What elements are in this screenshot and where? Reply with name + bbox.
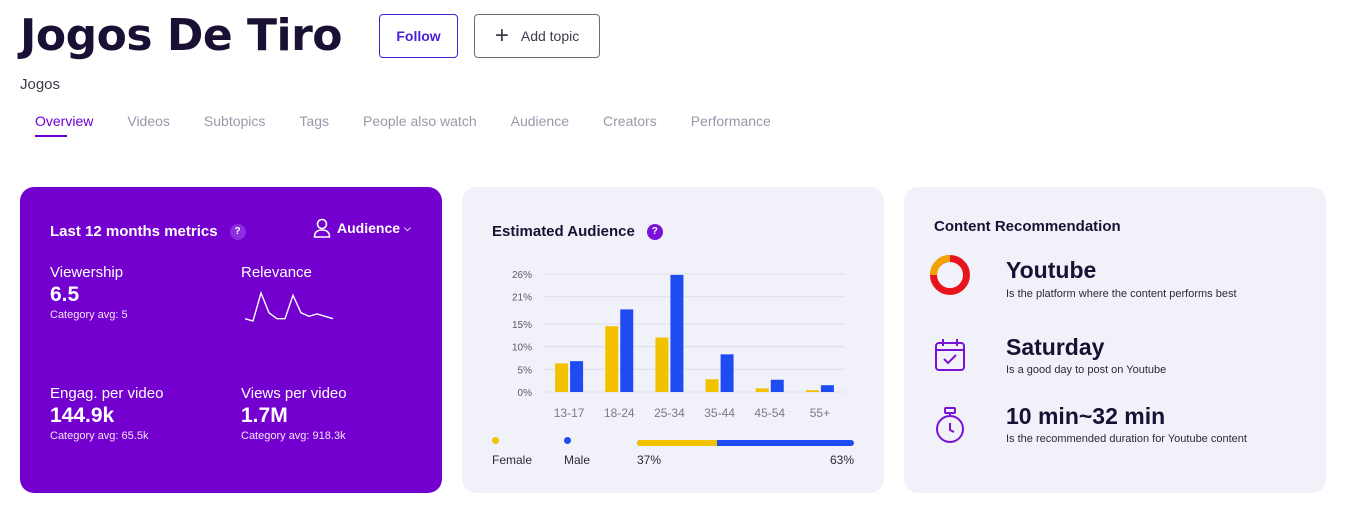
male-percent: 63% bbox=[830, 453, 855, 467]
engagement-label: Engag. per video bbox=[50, 385, 164, 402]
reco-day-title: Saturday bbox=[1006, 334, 1105, 360]
reco-platform-desc: Is the platform where the content perfor… bbox=[1006, 288, 1237, 300]
tab-bar: Overview Videos Subtopics Tags People al… bbox=[35, 113, 805, 137]
y-tick-label: 15% bbox=[512, 320, 532, 331]
views-avg: Category avg: 918.3k bbox=[241, 430, 346, 442]
reco-platform-title: Youtube bbox=[1006, 257, 1097, 283]
tab-creators[interactable]: Creators bbox=[603, 113, 657, 129]
bar-male-13-17 bbox=[570, 361, 584, 392]
metrics-card-header: Last 12 months metrics ? bbox=[50, 223, 246, 240]
y-tick-label: 5% bbox=[518, 365, 533, 376]
bar-female-45-54 bbox=[755, 388, 769, 392]
bar-female-25-34 bbox=[655, 337, 669, 392]
bar-female-18-24 bbox=[605, 326, 619, 392]
female-percent: 37% bbox=[637, 453, 662, 467]
x-tick-label: 25-34 bbox=[654, 406, 685, 420]
page-subtitle: Jogos bbox=[20, 76, 61, 93]
male-dot-icon bbox=[564, 437, 571, 444]
views-metric: Views per video 1.7M Category avg: 918.3… bbox=[241, 385, 347, 442]
relevance-metric: Relevance bbox=[241, 264, 337, 332]
relevance-sparkline bbox=[244, 290, 334, 322]
user-icon bbox=[313, 218, 331, 238]
page-header: Jogos De Tiro Follow + Add topic bbox=[20, 10, 601, 61]
tab-people-also-watch[interactable]: People also watch bbox=[362, 113, 477, 129]
bar-male-35-44 bbox=[720, 354, 734, 392]
viewership-label: Viewership bbox=[50, 264, 124, 281]
calendar-check-icon bbox=[935, 339, 965, 371]
tab-tags[interactable]: Tags bbox=[299, 113, 329, 129]
help-icon[interactable]: ? bbox=[229, 223, 246, 240]
audience-dropdown[interactable]: Audience ⌵ bbox=[313, 218, 411, 238]
follow-button[interactable]: Follow bbox=[379, 13, 459, 58]
gender-split-female-fill bbox=[637, 440, 718, 446]
bar-female-55+ bbox=[805, 390, 819, 392]
female-dot-icon bbox=[492, 437, 499, 444]
plus-icon: + bbox=[494, 21, 509, 49]
reco-duration-title: 10 min~32 min bbox=[1006, 403, 1166, 429]
reco-duration-desc: Is the recommended duration for Youtube … bbox=[1006, 433, 1247, 445]
recommendation-card-title: Content Recommendation bbox=[934, 218, 1121, 235]
engagement-metric: Engag. per video 144.9k Category avg: 65… bbox=[50, 385, 163, 442]
bar-male-25-34 bbox=[670, 274, 684, 392]
legend-male-label: Male bbox=[564, 453, 591, 467]
viewership-metric: Viewership 6.5 Category avg: 5 bbox=[50, 264, 128, 321]
page-title: Jogos De Tiro bbox=[20, 10, 343, 61]
legend-female-label: Female bbox=[492, 453, 533, 467]
bar-female-13-17 bbox=[555, 363, 569, 392]
youtube-donut-icon bbox=[930, 255, 970, 295]
bar-male-55+ bbox=[820, 385, 834, 392]
views-label: Views per video bbox=[241, 385, 347, 402]
bar-female-35-44 bbox=[705, 379, 719, 392]
tab-overview[interactable]: Overview bbox=[35, 113, 93, 137]
engagement-value: 144.9k bbox=[50, 404, 115, 427]
x-tick-label: 45-54 bbox=[754, 406, 785, 420]
audience-card-title: Estimated Audience bbox=[492, 223, 635, 240]
sparkline-line bbox=[244, 290, 334, 322]
gender-split-bar bbox=[637, 440, 854, 446]
tab-videos[interactable]: Videos bbox=[127, 113, 170, 129]
bar-male-18-24 bbox=[620, 309, 634, 392]
audience-dropdown-label: Audience bbox=[337, 220, 401, 236]
metrics-card-title: Last 12 months metrics bbox=[50, 223, 218, 240]
viewership-value: 6.5 bbox=[50, 283, 80, 306]
help-icon[interactable]: ? bbox=[646, 223, 663, 240]
bar-male-45-54 bbox=[770, 379, 784, 392]
x-tick-label: 18-24 bbox=[604, 406, 635, 420]
audience-bar-chart: 0% 5% 10% 15% 21% 26% 13-17 18-24 25-34 35-44 45-5… bbox=[512, 270, 845, 420]
x-tick-label: 55+ bbox=[810, 406, 830, 420]
tab-audience[interactable]: Audience bbox=[510, 113, 570, 129]
y-tick-label: 26% bbox=[512, 270, 532, 281]
y-tick-label: 21% bbox=[512, 293, 532, 304]
recommendation-card: Content Recommendation Youtube Is the pl… bbox=[904, 187, 1326, 493]
audience-card-header: Estimated Audience ? bbox=[492, 223, 663, 240]
add-topic-button[interactable]: + Add topic bbox=[474, 13, 601, 58]
add-topic-label: Add topic bbox=[520, 27, 580, 44]
views-value: 1.7M bbox=[241, 404, 288, 427]
reco-day-desc: Is a good day to post on Youtube bbox=[1006, 364, 1167, 376]
viewership-avg: Category avg: 5 bbox=[50, 309, 128, 321]
chevron-down-icon: ⌵ bbox=[404, 222, 411, 233]
x-tick-label: 13-17 bbox=[554, 406, 585, 420]
relevance-label: Relevance bbox=[241, 264, 312, 281]
tab-performance[interactable]: Performance bbox=[690, 113, 771, 129]
y-tick-label: 10% bbox=[512, 343, 532, 354]
tab-subtopics[interactable]: Subtopics bbox=[203, 113, 266, 129]
metrics-card: Last 12 months metrics ? Audience ⌵ View… bbox=[20, 187, 442, 493]
stopwatch-icon bbox=[936, 407, 964, 443]
engagement-avg: Category avg: 65.5k bbox=[50, 430, 149, 442]
audience-card: Estimated Audience ? 0% 5% 10% 15% 21% 26% 13-… bbox=[462, 187, 884, 493]
y-tick-label: 0% bbox=[518, 388, 533, 399]
x-tick-label: 35-44 bbox=[704, 406, 735, 420]
